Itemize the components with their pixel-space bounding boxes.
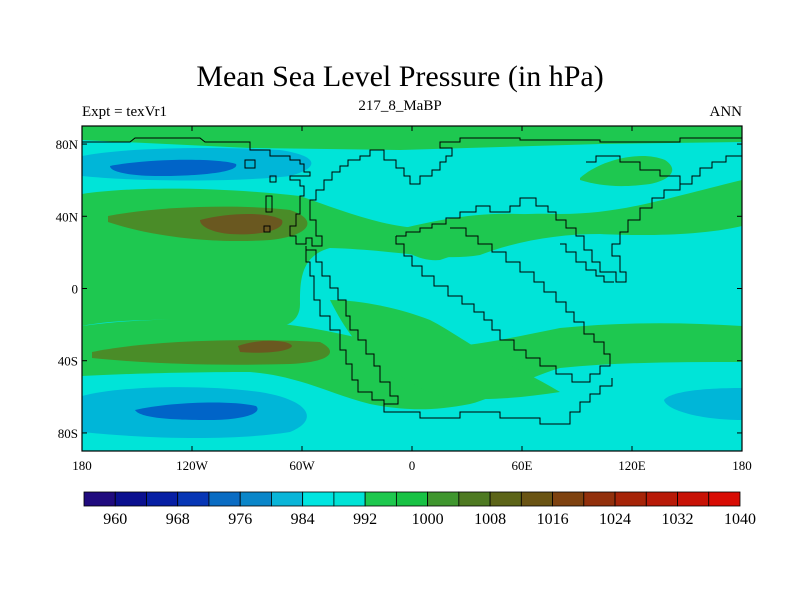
longitude-axis: 180 120W 60W 0 60E 120E 180 [72, 126, 752, 473]
lon-tick-label: 180 [732, 458, 752, 473]
coastline-india-southeast [560, 243, 614, 283]
colorbar-swatch [146, 491, 179, 507]
colorbar-level-label: 1040 [724, 511, 756, 528]
period-label: 217_8_MaBP [358, 98, 442, 114]
colorbar-swatch [645, 491, 678, 507]
lat-tick-label: 40S [58, 354, 78, 369]
coastline-north-america [82, 137, 742, 247]
colorbar-swatch [83, 491, 116, 507]
colorbar-swatch [333, 491, 366, 507]
colorbar-swatch [552, 491, 585, 507]
coastline-east-arc [586, 155, 681, 184]
colorbar-swatch [489, 491, 522, 507]
colorbar-swatch [520, 491, 553, 507]
colorbar-swatch [271, 491, 304, 507]
colorbar-swatch [708, 491, 741, 507]
colorbar-level-label: 1016 [537, 511, 569, 528]
colorbar-level-label: 1008 [474, 511, 506, 528]
high-pressure-blob-northeast [580, 156, 673, 187]
colorbar-swatch [239, 491, 272, 507]
high-pressure-continent-east [395, 213, 554, 261]
experiment-label: Expt = texVr1 [82, 104, 168, 120]
colorbar-swatch [395, 491, 429, 507]
coastline-africa [395, 227, 611, 383]
lon-tick-label: 180 [72, 458, 92, 473]
colorbar-swatch [208, 491, 241, 507]
lat-tick-label: 40N [56, 209, 79, 224]
colorbar [83, 491, 741, 507]
lon-tick-label: 0 [409, 458, 416, 473]
coastline-layer [82, 137, 742, 425]
lon-tick-label: 120W [176, 458, 209, 473]
lon-tick-label: 60E [512, 458, 533, 473]
colorbar-level-label: 984 [291, 511, 315, 528]
colorbar-level-label: 968 [166, 511, 190, 528]
colorbar-swatch [427, 491, 460, 507]
colorbar-swatch [458, 491, 491, 507]
high-pressure-band-north [82, 126, 742, 150]
colorbar-swatch [302, 491, 335, 507]
coastline-southern-landmass [383, 378, 613, 425]
high-pressure-core-north-inner [200, 214, 283, 235]
lon-tick-label: 60W [289, 458, 315, 473]
colorbar-swatch [614, 491, 647, 507]
lat-tick-label: 0 [72, 282, 79, 297]
coastline-eurasia [396, 155, 742, 283]
lat-tick-label: 80S [58, 426, 78, 441]
high-pressure-core-south-inner [238, 340, 292, 353]
colorbar-level-label: 1024 [599, 511, 631, 528]
colorbar-labels: 960 968 976 984 992 1000 1008 1016 1024 1032 1040 [103, 511, 756, 528]
colorbar-level-label: 960 [103, 511, 127, 528]
map-title: Mean Sea Level Pressure (in hPa) [196, 60, 604, 93]
coastline-alaska-islands [244, 159, 277, 233]
contour-fill-layer [82, 126, 742, 451]
colorbar-swatch [364, 491, 397, 507]
colorbar-swatch [114, 491, 147, 507]
colorbar-swatch [677, 491, 710, 507]
colorbar-level-label: 1032 [662, 511, 694, 528]
low-pressure-southeast [664, 388, 742, 420]
lat-tick-label: 80N [56, 137, 79, 152]
season-label: ANN [709, 104, 743, 120]
high-pressure-continent-south [330, 300, 560, 399]
latitude-axis: 80N 40N 0 40S 80S [56, 137, 742, 441]
low-pressure-north-core [110, 159, 237, 176]
lon-tick-label: 120E [618, 458, 646, 473]
colorbar-level-label: 976 [228, 511, 252, 528]
colorbar-level-label: 992 [353, 511, 377, 528]
colorbar-swatch [583, 491, 616, 507]
colorbar-swatch [177, 491, 210, 507]
colorbar-level-label: 1000 [412, 511, 444, 528]
low-pressure-south-core [135, 402, 258, 420]
coastline-south-america [305, 246, 399, 405]
